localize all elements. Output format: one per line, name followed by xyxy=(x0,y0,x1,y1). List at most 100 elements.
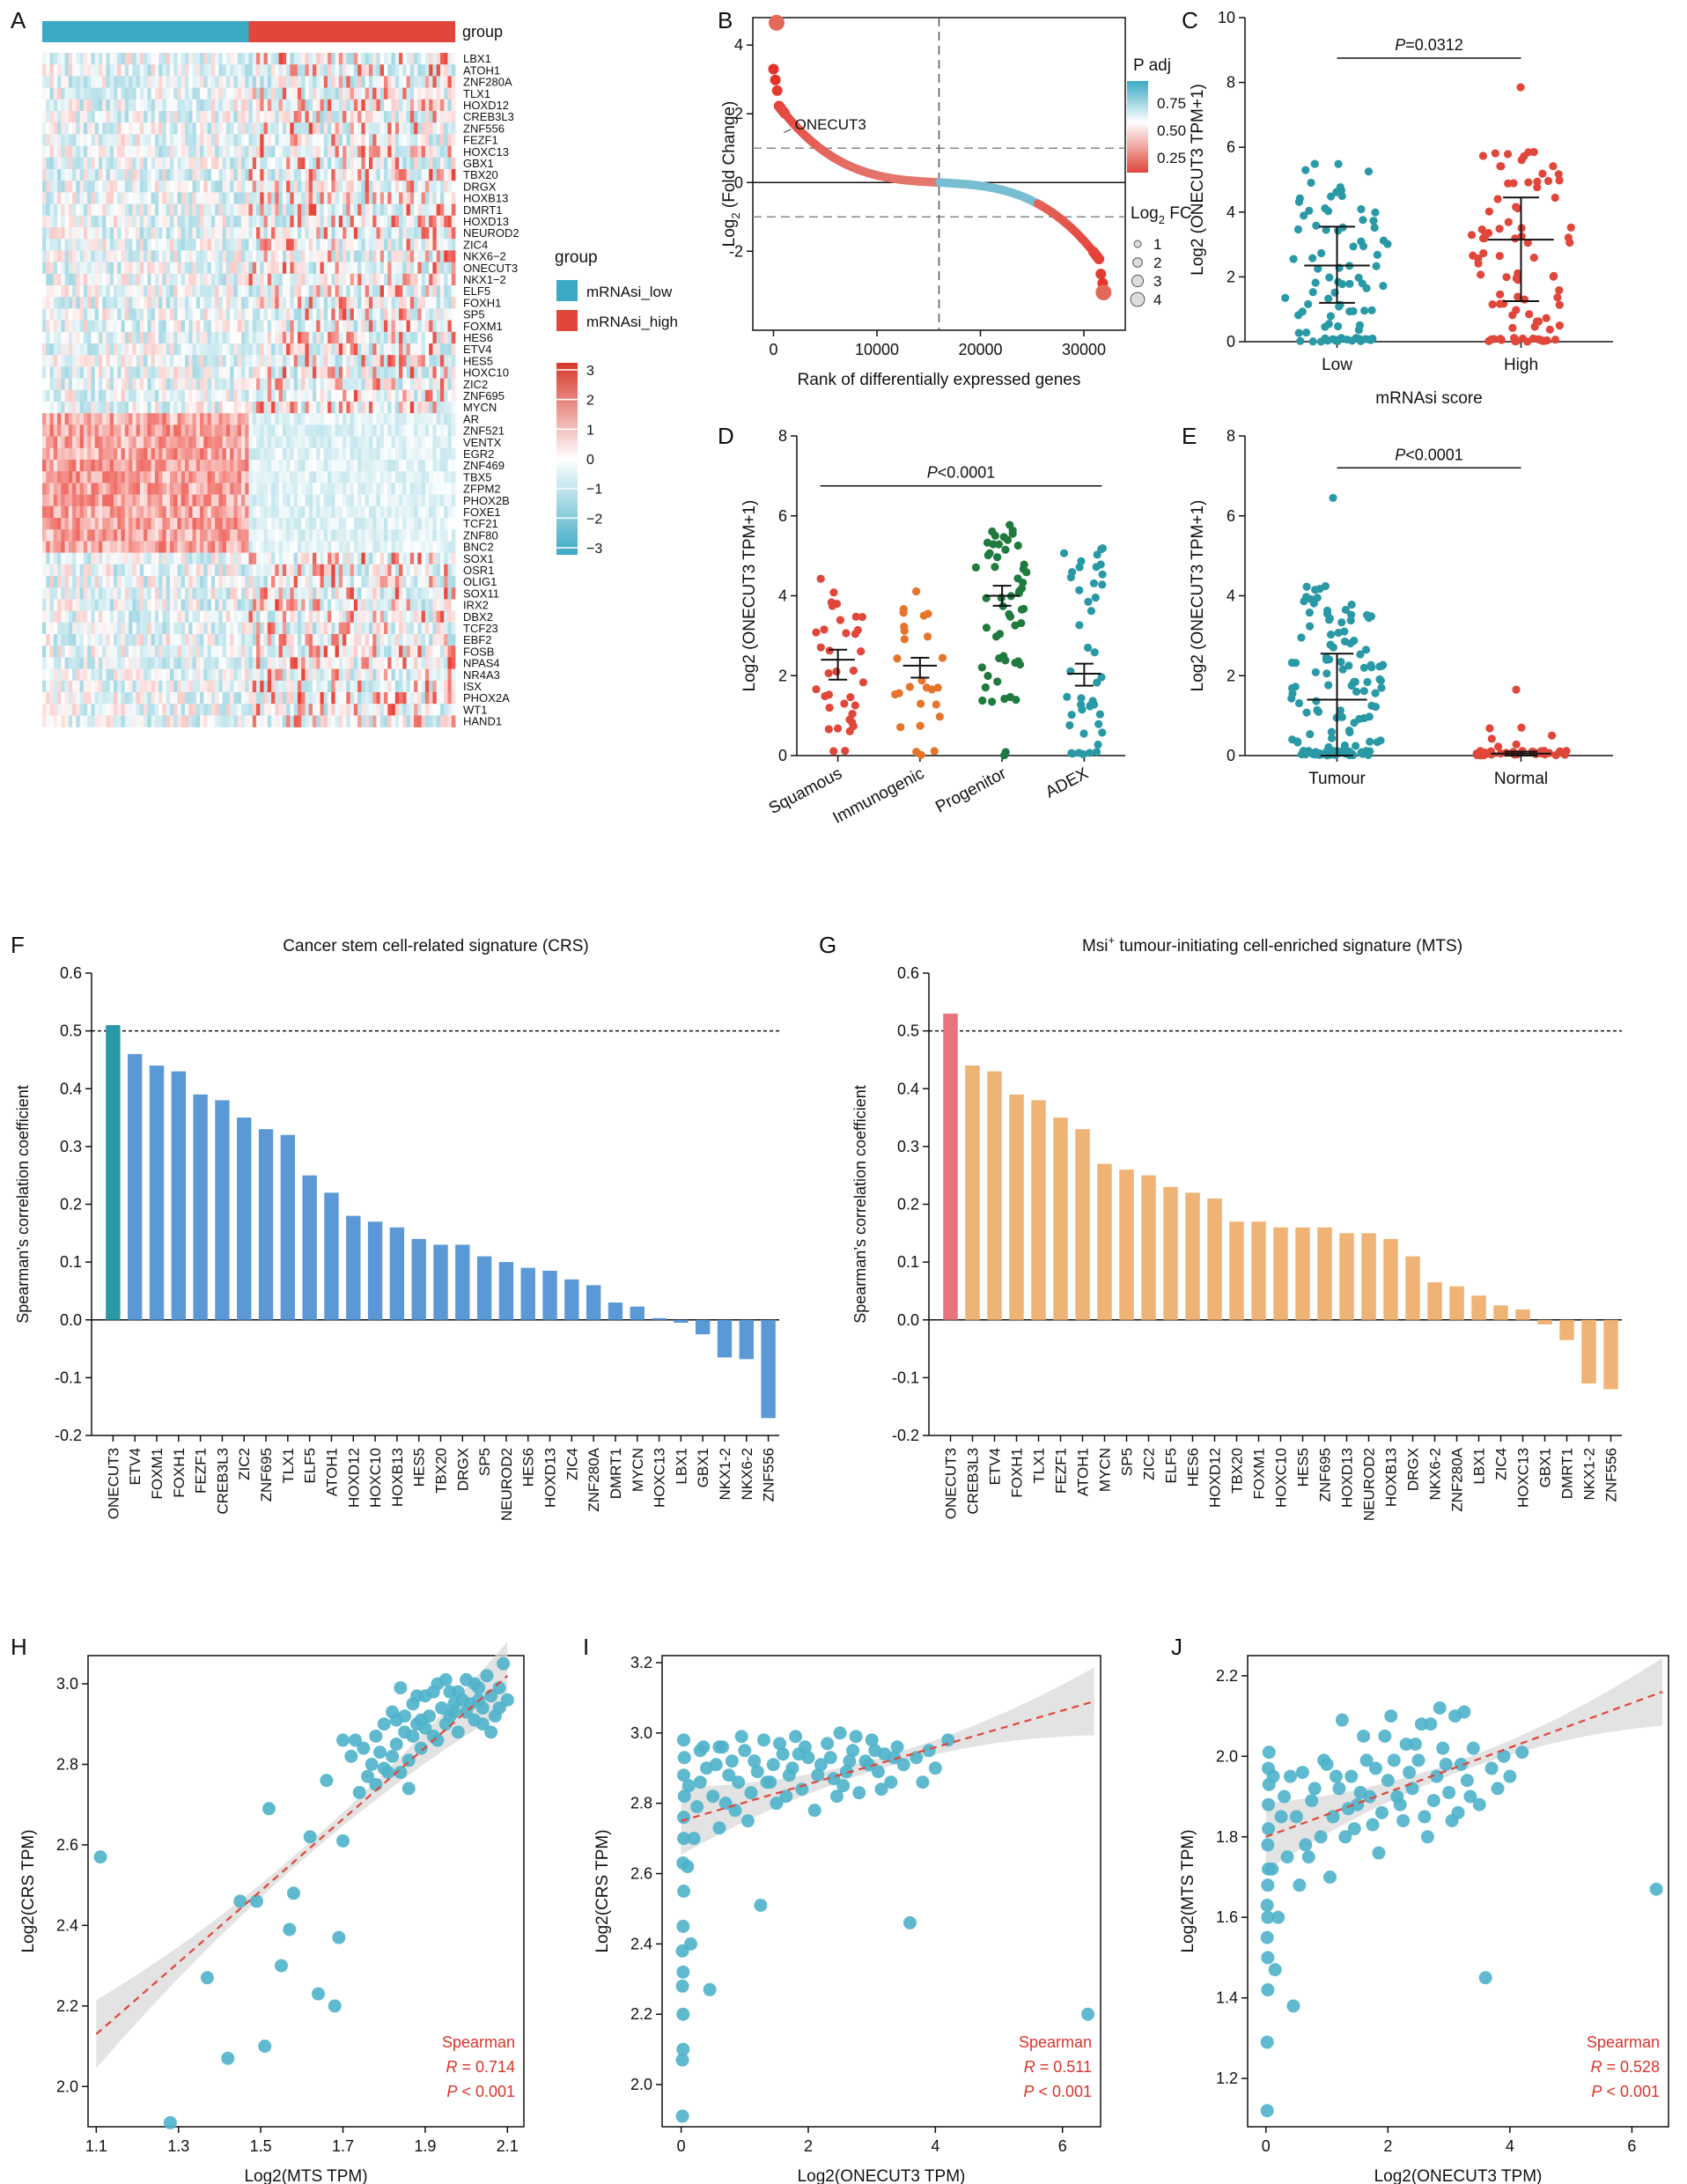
heatmap-cell xyxy=(394,460,400,472)
heatmap-cell xyxy=(335,518,340,530)
heatmap-cell xyxy=(376,402,381,414)
heatmap-cell xyxy=(162,355,167,367)
heatmap-cell xyxy=(297,53,302,65)
heatmap-cell xyxy=(275,273,280,286)
heatmap-cell xyxy=(308,447,313,461)
heatmap-cell xyxy=(353,483,358,495)
heatmap-cell xyxy=(225,355,231,367)
heatmap-cell xyxy=(338,308,343,321)
heatmap-cell xyxy=(383,402,388,414)
heatmap-cell xyxy=(436,87,441,100)
heatmap-cell xyxy=(210,262,216,275)
heatmap-cell xyxy=(49,505,55,519)
heatmap-cell xyxy=(429,494,433,507)
heatmap-cell xyxy=(406,494,411,507)
heatmap-cell xyxy=(98,331,103,344)
heatmap-cell xyxy=(185,192,189,204)
heatmap-cell xyxy=(147,273,152,286)
heatmap-cell xyxy=(301,111,306,123)
heatmap-cell xyxy=(158,505,163,519)
heatmap-cell xyxy=(207,436,212,449)
heatmap-cell xyxy=(252,529,257,542)
heatmap-cell xyxy=(98,494,103,507)
heatmap-cell xyxy=(357,227,362,240)
heatmap-cell xyxy=(42,122,47,135)
heatmap-cell xyxy=(350,471,355,483)
heatmap-cell xyxy=(365,134,370,146)
heatmap-cell xyxy=(207,413,212,425)
heatmap-cell xyxy=(346,436,351,449)
heatmap-cell xyxy=(180,111,186,123)
heatmap-cell xyxy=(210,378,216,391)
heatmap-cell xyxy=(158,413,163,425)
heatmap-cell xyxy=(91,378,96,391)
heatmap-cell xyxy=(94,111,99,123)
heatmap-cell xyxy=(338,203,343,217)
heatmap-cell xyxy=(451,192,456,204)
heatmap-cell xyxy=(343,273,347,286)
heatmap-cell xyxy=(173,122,178,135)
heatmap-cell xyxy=(166,413,171,425)
heatmap-cell xyxy=(210,552,216,565)
heatmap-cell xyxy=(424,145,430,159)
heatmap-cell xyxy=(114,87,118,100)
heatmap-cell xyxy=(343,460,347,472)
heatmap-cell xyxy=(256,389,261,402)
heatmap-cell xyxy=(215,541,219,553)
heatmap-cell xyxy=(195,541,201,553)
heatmap-cell xyxy=(102,529,107,542)
heatmap-cell xyxy=(286,215,291,228)
heatmap-cell xyxy=(180,99,186,112)
heatmap-cell xyxy=(192,192,197,204)
heatmap-cell xyxy=(215,355,219,367)
heatmap-cell xyxy=(144,343,148,356)
heatmap-cell xyxy=(166,53,171,65)
heatmap-cell xyxy=(200,505,204,519)
heatmap-cell xyxy=(391,424,396,437)
heatmap-cell xyxy=(222,343,227,356)
heatmap-cell xyxy=(436,389,441,402)
heatmap-cell xyxy=(409,529,415,542)
heatmap-cell xyxy=(121,227,126,240)
heatmap-cell xyxy=(169,157,174,170)
heatmap-cell xyxy=(320,215,325,228)
heatmap-cell xyxy=(188,494,193,507)
heatmap-cell xyxy=(72,494,77,507)
heatmap-cell xyxy=(64,518,70,530)
heatmap-cell xyxy=(365,227,370,240)
heatmap-cell xyxy=(215,87,219,100)
heatmap-cell xyxy=(312,181,317,193)
heatmap-gene-label: ETV4 xyxy=(463,343,492,356)
heatmap-cell xyxy=(256,297,261,309)
heatmap-cell xyxy=(94,447,99,461)
heatmap-cell xyxy=(406,413,411,425)
heatmap-cell xyxy=(188,157,193,170)
heatmap-cell xyxy=(357,308,362,321)
heatmap-cell xyxy=(406,134,411,146)
heatmap-cell xyxy=(233,53,239,65)
heatmap-cell xyxy=(353,355,358,367)
heatmap-cell xyxy=(240,483,246,495)
heatmap-cell xyxy=(162,343,167,356)
heatmap-cell xyxy=(357,87,362,100)
heatmap-cell xyxy=(331,297,335,309)
heatmap-cell xyxy=(365,483,370,495)
heatmap-cell xyxy=(417,215,423,228)
heatmap-cell xyxy=(282,436,287,449)
heatmap-cell xyxy=(233,331,239,344)
heatmap-cell xyxy=(215,203,219,217)
heatmap-cell xyxy=(87,541,92,553)
heatmap-cell xyxy=(109,192,114,204)
heatmap-cell xyxy=(210,366,216,379)
heatmap-cell xyxy=(139,355,144,367)
heatmap-cell xyxy=(447,157,453,170)
heatmap-cell xyxy=(169,471,174,483)
heatmap-cell xyxy=(335,262,340,275)
heatmap-cell xyxy=(188,389,193,402)
heatmap-cell xyxy=(432,529,438,542)
heatmap-cell xyxy=(383,145,388,159)
heatmap-cell xyxy=(91,215,96,228)
heatmap-cell xyxy=(237,122,242,135)
heatmap-cell xyxy=(139,564,144,577)
heatmap-cell xyxy=(87,227,92,240)
